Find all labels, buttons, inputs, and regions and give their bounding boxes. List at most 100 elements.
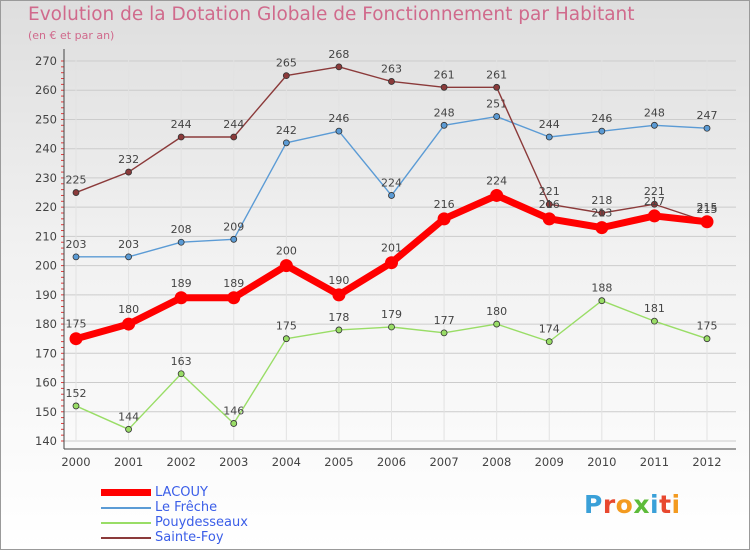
data-label: 209 xyxy=(223,220,244,233)
y-tick-label: 260 xyxy=(35,83,57,97)
legend-label: LACOUY xyxy=(155,485,208,500)
data-point xyxy=(651,121,658,129)
data-point xyxy=(282,72,290,80)
data-label: 242 xyxy=(276,124,297,137)
data-point xyxy=(177,370,185,378)
data-label: 261 xyxy=(486,68,507,81)
data-label: 188 xyxy=(591,282,612,295)
data-label: 216 xyxy=(434,198,455,211)
y-tick-label: 230 xyxy=(35,171,57,185)
data-label: 179 xyxy=(381,308,402,321)
data-point xyxy=(177,133,185,141)
data-point xyxy=(388,78,395,85)
data-point xyxy=(230,133,238,141)
data-label: 175 xyxy=(66,318,87,331)
x-tick-label: 2011 xyxy=(640,455,669,469)
data-label: 181 xyxy=(644,302,665,315)
y-tick-label: 140 xyxy=(35,434,57,448)
data-point xyxy=(335,63,343,71)
data-point xyxy=(651,200,658,208)
data-point xyxy=(72,253,80,261)
data-label: 180 xyxy=(486,305,507,318)
data-label: 246 xyxy=(328,112,349,125)
data-label: 203 xyxy=(118,238,139,251)
y-tick-label: 190 xyxy=(35,288,57,302)
data-point xyxy=(125,253,132,261)
data-label: 175 xyxy=(697,320,718,333)
data-point xyxy=(493,320,501,328)
x-tick-label: 2009 xyxy=(535,455,564,469)
data-label: 261 xyxy=(434,68,455,81)
data-label: 246 xyxy=(591,112,612,125)
data-label: 175 xyxy=(276,320,297,333)
data-point xyxy=(598,297,606,305)
y-tick-label: 200 xyxy=(35,259,57,273)
data-label: 265 xyxy=(276,57,297,70)
x-tick-label: 2008 xyxy=(482,455,511,469)
logo-letter: o xyxy=(615,490,634,519)
x-tick-label: 2004 xyxy=(272,455,301,469)
proxiti-logo: Proxiti xyxy=(584,490,681,519)
x-tick-label: 2000 xyxy=(61,455,90,469)
data-label: 247 xyxy=(697,109,718,122)
data-label: 189 xyxy=(171,277,192,290)
data-point xyxy=(651,317,658,325)
logo-letter: i xyxy=(650,490,660,519)
x-tick-label: 2002 xyxy=(167,455,196,469)
data-point xyxy=(542,212,556,226)
data-point xyxy=(177,238,185,246)
data-point xyxy=(440,83,448,91)
data-point xyxy=(122,317,136,331)
data-point xyxy=(385,256,398,270)
data-label: 244 xyxy=(223,118,244,131)
data-label: 251 xyxy=(486,98,507,111)
data-point xyxy=(69,332,83,346)
y-tick-label: 210 xyxy=(35,229,57,243)
data-label: 218 xyxy=(591,194,612,207)
data-label: 221 xyxy=(539,185,560,198)
data-point xyxy=(595,221,609,235)
x-tick-label: 2005 xyxy=(324,455,353,469)
data-point xyxy=(440,121,448,129)
data-label: 190 xyxy=(328,274,349,287)
data-point xyxy=(647,209,661,223)
data-label: 180 xyxy=(118,303,139,316)
data-point xyxy=(125,425,132,433)
data-label: 224 xyxy=(486,174,507,187)
x-tick-label: 2012 xyxy=(692,455,721,469)
x-tick-label: 2001 xyxy=(114,455,143,469)
logo-letter: i xyxy=(671,490,681,519)
data-label: 263 xyxy=(381,62,402,75)
logo-letter: r xyxy=(602,490,616,519)
logo-letter: x xyxy=(633,490,650,519)
data-label: 144 xyxy=(118,410,139,423)
data-point xyxy=(493,83,501,91)
data-label: 216 xyxy=(539,198,560,211)
data-label: 221 xyxy=(644,185,665,198)
data-label: 232 xyxy=(118,153,139,166)
data-label: 203 xyxy=(66,238,87,251)
data-point xyxy=(335,326,343,334)
data-label: 174 xyxy=(539,323,560,336)
legend-swatch xyxy=(101,507,151,509)
data-label: 208 xyxy=(171,223,192,236)
data-point xyxy=(545,200,553,208)
data-label: 224 xyxy=(381,176,402,189)
data-label: 244 xyxy=(171,118,192,131)
data-point xyxy=(332,288,346,302)
data-point xyxy=(598,127,606,135)
data-label: 178 xyxy=(328,311,349,324)
data-label: 189 xyxy=(223,277,244,290)
data-point xyxy=(490,188,504,202)
x-tick-label: 2003 xyxy=(219,455,248,469)
data-label: 163 xyxy=(171,355,192,368)
data-point xyxy=(703,335,711,343)
data-label: 217 xyxy=(644,195,665,208)
y-tick-label: 170 xyxy=(35,346,57,360)
data-point xyxy=(388,192,395,199)
data-point xyxy=(230,235,238,243)
y-tick-label: 240 xyxy=(35,142,57,156)
x-tick-label: 2006 xyxy=(377,455,406,469)
